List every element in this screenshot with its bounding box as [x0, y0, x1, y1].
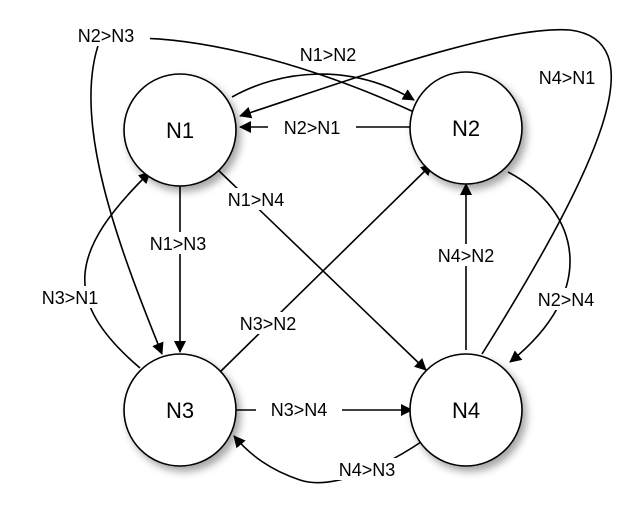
- edge-n4-to-n1: [239, 28, 612, 355]
- node-n4-label: N4: [452, 398, 480, 423]
- edge-label-n2-n4: N2>N4: [538, 290, 595, 310]
- node-n1-circle: [123, 73, 237, 187]
- node-n4[interactable]: N4: [409, 353, 523, 467]
- edge-label-n3-n1: N3>N1: [42, 288, 99, 308]
- node-n1-label: N1: [166, 118, 194, 143]
- node-n1[interactable]: N1: [123, 73, 237, 187]
- edge-n1-to-n2: [231, 73, 415, 101]
- edge-label-n4-n1: N4>N1: [539, 68, 596, 88]
- edge-n3-to-n1: [83, 171, 151, 369]
- edge-label-n4-n2: N4>N2: [438, 246, 495, 266]
- edge-label-n2-n1: N2>N1: [284, 118, 341, 138]
- edge-labels: N1>N2 N2>N1 N1>N3 N3>N1 N1>N4 N4>N1 N2>N…: [28, 24, 608, 480]
- node-n2-circle: [409, 71, 523, 185]
- node-n2[interactable]: N2: [409, 71, 523, 185]
- edge-label-n3-n4: N3>N4: [271, 400, 328, 420]
- edge-n3-to-n2: [219, 163, 433, 373]
- node-n3-circle: [123, 353, 237, 467]
- edge-label-n1-n3: N1>N3: [150, 234, 207, 254]
- edge-label-n3-n2: N3>N2: [240, 314, 297, 334]
- node-n4-circle: [409, 353, 523, 467]
- edge-label-n1-n4: N1>N4: [228, 190, 285, 210]
- edge-label-n4-n3: N4>N3: [339, 460, 396, 480]
- nodes: N1 N2 N3 N4: [123, 71, 523, 467]
- node-n3-label: N3: [166, 398, 194, 423]
- edge-n2-to-n4: [507, 171, 571, 363]
- node-n2-label: N2: [452, 116, 480, 141]
- node-n3[interactable]: N3: [123, 353, 237, 467]
- edge-label-n1-n2: N1>N2: [300, 45, 357, 65]
- edge-label-n2-n3: N2>N3: [78, 26, 135, 46]
